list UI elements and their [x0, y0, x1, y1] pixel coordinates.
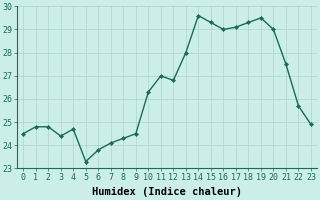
X-axis label: Humidex (Indice chaleur): Humidex (Indice chaleur) [92, 187, 242, 197]
